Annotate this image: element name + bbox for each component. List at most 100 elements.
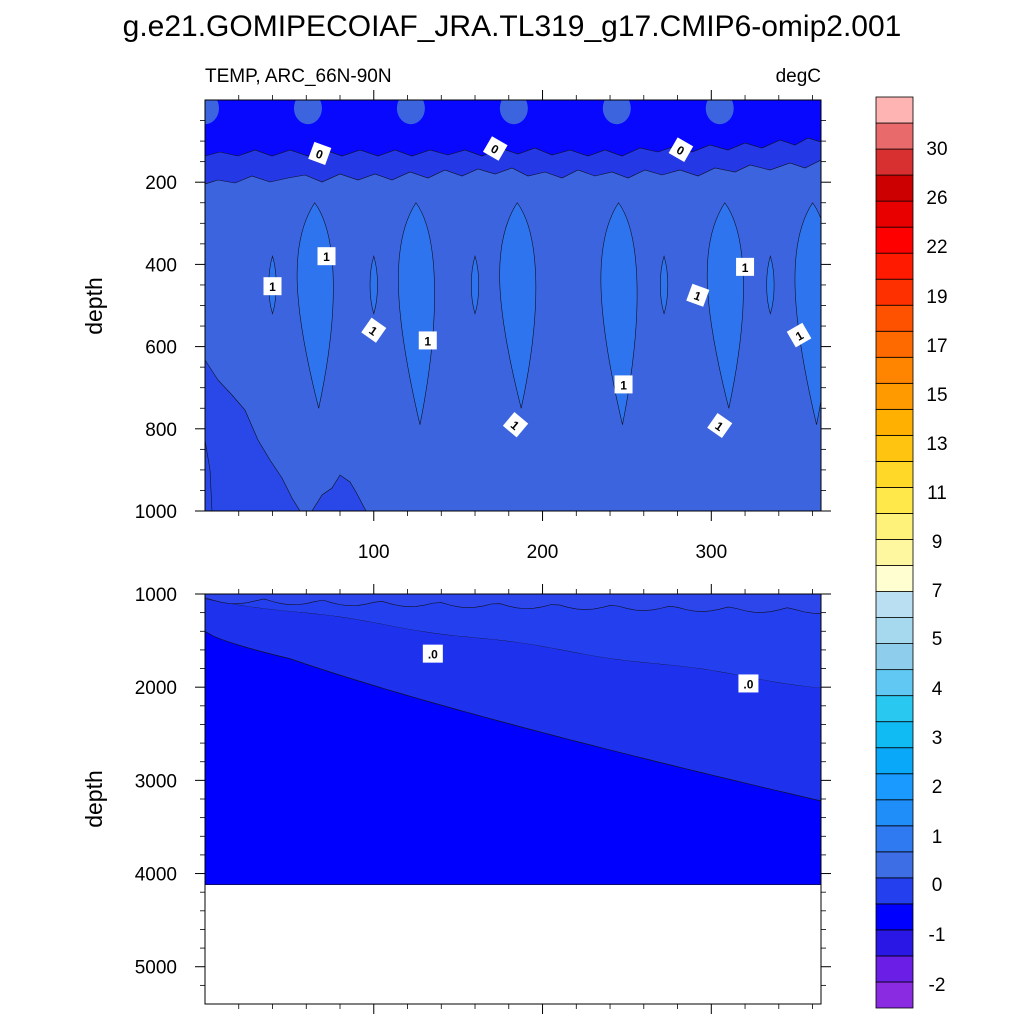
colorbar-label: 30 — [926, 139, 947, 160]
colorbar-cell — [875, 330, 914, 358]
lower-panel: 1000 2000 3000 4000 5000 .0 .0 depth — [81, 584, 831, 1014]
svg-text:1: 1 — [269, 280, 276, 294]
colorbar-cell — [875, 747, 914, 775]
colorbar-cell — [875, 174, 914, 202]
deep-cold-fill-3 — [205, 439, 213, 511]
colorbar-label: 26 — [926, 188, 947, 209]
surface-gap — [396, 100, 425, 125]
colorbar-cell — [875, 252, 914, 280]
deep-cold-fill — [205, 359, 301, 511]
warm-core — [794, 202, 821, 425]
colorbar-cell — [875, 304, 914, 332]
contour-label: 1 — [502, 412, 529, 438]
colorbar-cell — [875, 643, 914, 671]
warm-core — [600, 202, 638, 425]
colorbar-label: 7 — [932, 581, 943, 602]
warm-cores — [268, 202, 821, 425]
subtitle-left: TEMP, ARC_66N-90N — [205, 66, 392, 87]
lower-ytick-label: 3000 — [135, 771, 177, 792]
upper-ytick-label: 400 — [145, 255, 177, 276]
warm-core-small — [766, 255, 775, 315]
colorbar-label: 4 — [932, 679, 943, 700]
colorbar-label: 2 — [932, 777, 943, 798]
colorbar-label: -2 — [929, 975, 946, 996]
colorbar-cell — [875, 851, 914, 879]
colorbar-cell — [875, 799, 914, 827]
colorbar-label: 0 — [932, 875, 943, 896]
upper-contour-fill — [205, 100, 821, 511]
colorbar-cell — [875, 434, 914, 462]
colorbar-cell — [875, 825, 914, 853]
colorbar-label: 5 — [932, 629, 943, 650]
upper-ytick-label: 800 — [145, 420, 177, 441]
colorbar-cell — [875, 617, 914, 644]
colorbar-cell — [875, 929, 914, 957]
colorbar-cell — [875, 487, 914, 514]
colorbar-cell — [875, 773, 914, 801]
colorbar-label: 1 — [932, 827, 943, 848]
svg-text:1: 1 — [692, 288, 703, 304]
upper-ytick-label: 200 — [145, 173, 177, 194]
contour-label: 0 — [668, 137, 694, 163]
upper-ytick-label: 1000 — [135, 502, 177, 523]
lower-ytick-label: 2000 — [135, 678, 177, 699]
colorbar: -2 -1 0 1 2 3 4 5 7 9 11 13 15 17 19 22 26 30 — [875, 96, 948, 1009]
colorbar-cell — [875, 669, 914, 697]
contour-label: 1 — [686, 283, 710, 307]
contour-label: .0 — [422, 644, 443, 663]
colorbar-cell — [875, 460, 914, 488]
colorbar-label: 11 — [927, 483, 947, 504]
contour-label: 1 — [707, 412, 733, 439]
contour-label: 1 — [614, 375, 633, 394]
lower-contour-fill — [205, 594, 821, 1004]
svg-text:1: 1 — [742, 261, 749, 275]
warm-core-small — [470, 255, 480, 315]
warm-core — [499, 202, 537, 409]
chart-title: g.e21.GOMIPECOIAF_JRA.TL319_g17.CMIP6-om… — [123, 10, 902, 43]
colorbar-label: 13 — [926, 434, 947, 455]
surface-gap — [205, 100, 219, 125]
surface-gap — [293, 100, 322, 125]
colorbar-label: 19 — [926, 287, 947, 308]
lower-ylabel: depth — [81, 770, 107, 828]
colorbar-cell — [875, 408, 914, 436]
contour-label: 1 — [317, 247, 336, 266]
svg-text:1: 1 — [323, 250, 330, 264]
svg-text:.0: .0 — [743, 677, 753, 691]
warm-core-small — [369, 255, 378, 315]
lower-axes: 1000 2000 3000 4000 5000 — [135, 584, 831, 1014]
colorbar-cell — [875, 356, 914, 384]
colorbar-cell — [875, 513, 914, 540]
lower-ytick-label: 4000 — [135, 865, 177, 886]
upper-contour-labels: 0 0 0 1 1 1 1 1 1 1 1 1 1 — [263, 136, 812, 439]
contour-label: 1 — [361, 317, 387, 343]
colorbar-label: 15 — [926, 385, 947, 406]
contour-label: 0 — [308, 141, 332, 165]
upper-xtick-label: 200 — [527, 542, 559, 563]
colorbar-cell — [875, 122, 914, 150]
colorbar-cell — [875, 695, 914, 723]
surface-gap — [602, 100, 631, 125]
upper-ytick-label: 600 — [145, 338, 177, 359]
colorbar-cell — [875, 565, 914, 592]
contour-label: 0 — [482, 136, 508, 161]
colorbar-label: 17 — [926, 336, 947, 357]
svg-text:1: 1 — [620, 378, 627, 392]
colorbar-cell — [875, 955, 914, 983]
colorbar-cell — [875, 382, 914, 410]
svg-text:.0: .0 — [428, 648, 438, 662]
surface-gap — [705, 100, 734, 125]
contour-label: 1 — [786, 322, 812, 348]
colorbar-cell — [875, 278, 914, 306]
contour-label: 1 — [263, 277, 282, 296]
colorbar-cell — [875, 148, 914, 176]
lower-ytick-label: 1000 — [135, 585, 177, 606]
surface-dips — [205, 100, 734, 125]
colorbar-cell — [875, 96, 914, 124]
warm-core-small — [659, 255, 669, 315]
upper-band-fill — [205, 594, 821, 688]
colorbar-label: 22 — [926, 237, 947, 258]
